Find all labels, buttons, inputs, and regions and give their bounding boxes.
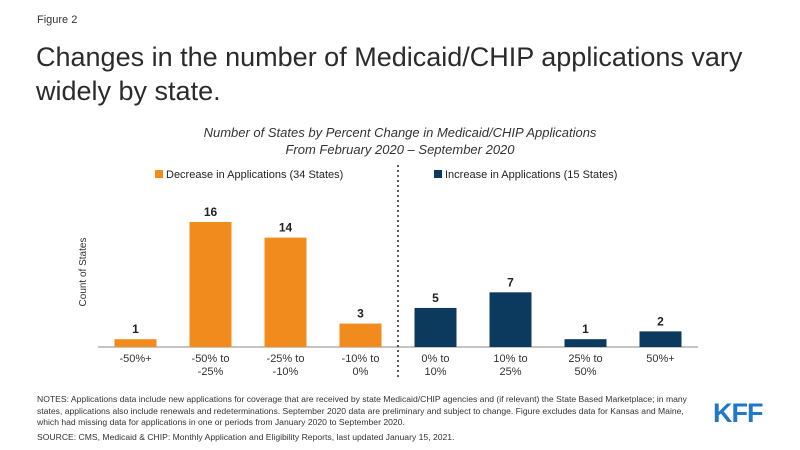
x-tick-label: -25% to: [267, 353, 305, 365]
x-tick-label: 10%: [424, 366, 446, 378]
chart-title: Number of States by Percent Change in Me…: [203, 125, 597, 140]
bar-chart: Count of States 1 -50%+ 16 -50% to-25% 14 -25%…: [78, 165, 698, 378]
x-tick-label: 0%: [353, 366, 369, 378]
data-label: 16: [204, 205, 218, 219]
bar: [639, 331, 682, 347]
chart-subtitle: From February 2020 – September 2020: [285, 142, 515, 157]
bar: [189, 222, 232, 347]
data-label: 5: [432, 291, 439, 305]
chart-title-block: Number of States by Percent Change in Me…: [0, 124, 800, 158]
page-title: Changes in the number of Medicaid/CHIP a…: [36, 42, 743, 106]
x-tick-label: -50% to: [192, 353, 230, 365]
bar: [414, 307, 457, 347]
legend-label: Increase in Applications (15 States): [445, 169, 617, 181]
legend-swatch: [155, 170, 163, 178]
x-tick-label: -10% to: [342, 353, 380, 365]
bar: [339, 323, 382, 347]
kff-logo: KFF: [713, 398, 763, 428]
bar: [264, 237, 307, 347]
data-label: 3: [357, 307, 364, 321]
data-label: 14: [279, 221, 293, 235]
figure-label: Figure 2: [37, 14, 78, 26]
x-tick-label: 25%: [499, 366, 521, 378]
x-tick-label: 25% to: [568, 353, 602, 365]
x-tick-label: 50%: [574, 366, 596, 378]
x-tick-label: 50%+: [646, 353, 674, 365]
legend-swatch: [434, 170, 442, 178]
x-tick-label: 0% to: [421, 353, 449, 365]
legend-label: Decrease in Applications (34 States): [166, 169, 343, 181]
x-tick-label: -10%: [273, 366, 299, 378]
data-label: 2: [657, 314, 664, 328]
y-axis-label: Count of States: [78, 238, 89, 307]
data-label: 7: [507, 275, 514, 289]
bar: [564, 339, 607, 347]
x-tick-label: 10% to: [493, 353, 527, 365]
source-text: SOURCE: CMS, Medicaid & CHIP: Monthly Ap…: [37, 432, 455, 442]
x-tick-label: -50%+: [119, 353, 151, 365]
x-tick-label: -25%: [198, 366, 224, 378]
data-label: 1: [582, 322, 589, 336]
data-label: 1: [132, 322, 139, 336]
bar: [489, 292, 532, 347]
notes-text: NOTES: Applications data include new app…: [37, 394, 687, 427]
bar: [114, 339, 157, 347]
